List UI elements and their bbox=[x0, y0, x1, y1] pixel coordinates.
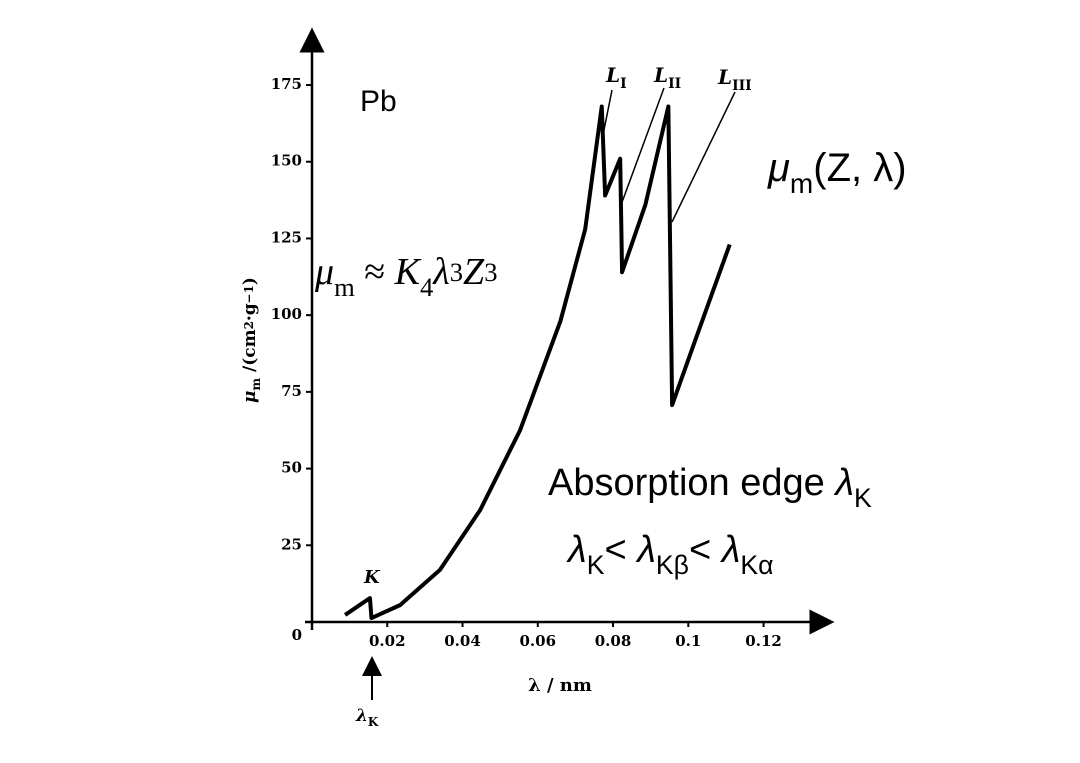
text-part: ) bbox=[240, 277, 260, 285]
text-part: L bbox=[653, 63, 668, 87]
text-part: λ bbox=[432, 251, 449, 293]
y-axis-label: μm /(cm2·g−1) bbox=[240, 277, 264, 403]
text-part: K bbox=[368, 715, 379, 729]
x-axis-label: λ / nm bbox=[528, 675, 592, 696]
annotation: LII bbox=[653, 63, 681, 93]
text-part: 4 bbox=[420, 272, 433, 302]
text-part: (Z, λ) bbox=[813, 146, 906, 190]
text-part: K bbox=[363, 567, 381, 588]
text-part: II bbox=[668, 76, 681, 92]
text-part: m bbox=[249, 378, 263, 391]
text-part: m bbox=[334, 272, 355, 302]
annotation: Pb bbox=[360, 85, 397, 118]
text-part: Kα bbox=[740, 550, 773, 580]
leader-line bbox=[671, 91, 736, 223]
text-part: Z bbox=[463, 251, 485, 293]
leader-line bbox=[620, 87, 665, 206]
y-tick-label: 125 bbox=[271, 228, 302, 246]
text-part: L bbox=[605, 63, 620, 87]
y-tick-label: 0 bbox=[292, 626, 302, 644]
text-part: μ bbox=[240, 391, 260, 403]
text-part: λ bbox=[635, 529, 656, 571]
text-part: −1 bbox=[242, 285, 256, 303]
text-part: ·g bbox=[240, 303, 260, 321]
text-part: Pb bbox=[360, 85, 397, 118]
x-tick-label: 0.02 bbox=[369, 632, 406, 650]
annotation: λK bbox=[355, 706, 379, 730]
annotation: LI bbox=[605, 63, 627, 93]
x-tick-label: 0.08 bbox=[595, 632, 632, 650]
annotation: λK< λKβ< λKα bbox=[566, 529, 774, 580]
x-tick-label: 0.06 bbox=[520, 632, 557, 650]
text-part: L bbox=[717, 65, 732, 89]
text-part: μ bbox=[314, 251, 334, 293]
text-part: K bbox=[587, 550, 605, 580]
text-part: μ bbox=[767, 146, 790, 190]
text-part: < bbox=[604, 529, 637, 571]
annotation: Absorption edge λK bbox=[548, 462, 872, 513]
y-tick-label: 175 bbox=[271, 75, 302, 93]
text-part: < bbox=[689, 529, 722, 571]
annotation: LIII bbox=[717, 65, 752, 95]
y-tick-label: 25 bbox=[281, 535, 302, 553]
text-part: III bbox=[732, 78, 752, 94]
y-tick-label: 100 bbox=[271, 305, 302, 323]
annotation: μm(Z, λ) bbox=[767, 146, 907, 199]
text-part: λ bbox=[355, 706, 368, 726]
annotation: K bbox=[363, 567, 381, 588]
text-part: Absorption edge bbox=[548, 462, 835, 504]
text-part: Kβ bbox=[656, 550, 689, 580]
text-part: 3 bbox=[450, 257, 463, 287]
x-tick-label: 0.04 bbox=[444, 632, 481, 650]
y-tick-label: 75 bbox=[281, 382, 302, 400]
y-tick-label: 150 bbox=[271, 152, 302, 170]
text-part: I bbox=[620, 76, 627, 92]
text-part: K bbox=[854, 483, 872, 513]
text-part: 2 bbox=[242, 321, 256, 329]
text-part: 3 bbox=[484, 257, 497, 287]
data-line bbox=[343, 104, 732, 621]
text-part: ≈ bbox=[355, 251, 395, 293]
annotation: μm ≈ K4λ3Z3 bbox=[314, 251, 497, 302]
text-part: λ bbox=[566, 529, 587, 571]
text-part: λ bbox=[833, 462, 854, 504]
x-tick-label: 0.1 bbox=[675, 632, 701, 650]
text-part: /(cm bbox=[240, 329, 260, 378]
y-tick-label: 50 bbox=[281, 459, 302, 477]
text-part: K bbox=[394, 251, 422, 293]
x-tick-label: 0.12 bbox=[745, 632, 782, 650]
text-part: λ bbox=[720, 529, 741, 571]
text-part: m bbox=[790, 168, 813, 199]
